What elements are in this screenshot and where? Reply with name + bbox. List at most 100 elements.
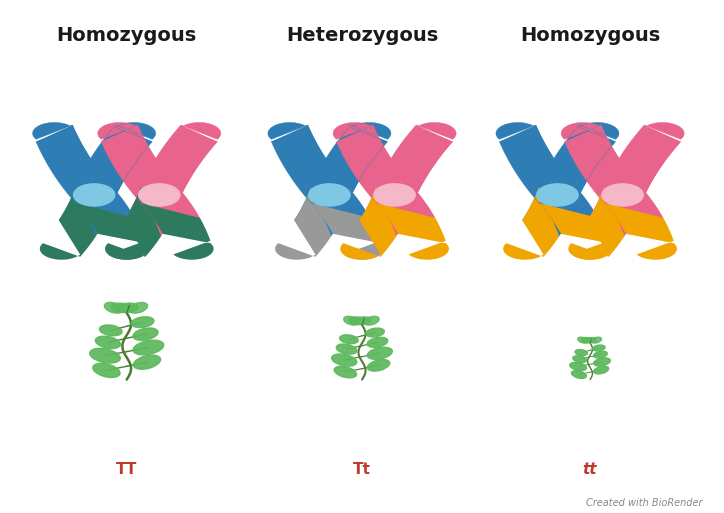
Ellipse shape (129, 303, 148, 313)
Polygon shape (75, 203, 148, 260)
Ellipse shape (344, 317, 359, 325)
Polygon shape (376, 203, 449, 260)
Text: Created with BioRender: Created with BioRender (586, 498, 702, 508)
Polygon shape (500, 125, 576, 203)
Ellipse shape (118, 303, 138, 312)
Polygon shape (311, 187, 370, 234)
Ellipse shape (536, 184, 578, 206)
Ellipse shape (367, 347, 392, 359)
Text: Heterozygous: Heterozygous (286, 26, 438, 46)
Polygon shape (272, 125, 348, 203)
Ellipse shape (592, 337, 602, 343)
Polygon shape (359, 187, 413, 236)
Ellipse shape (104, 303, 123, 313)
Text: Tt: Tt (353, 462, 371, 477)
Ellipse shape (111, 303, 131, 312)
Polygon shape (75, 187, 135, 234)
Text: Homozygous: Homozygous (520, 26, 660, 46)
Ellipse shape (340, 335, 358, 344)
Polygon shape (568, 187, 625, 260)
Ellipse shape (571, 371, 586, 379)
Polygon shape (105, 187, 161, 260)
Polygon shape (376, 187, 435, 234)
Ellipse shape (366, 328, 384, 337)
Ellipse shape (138, 184, 180, 206)
Polygon shape (587, 187, 641, 236)
Ellipse shape (367, 337, 388, 347)
Ellipse shape (368, 360, 390, 371)
Polygon shape (36, 125, 112, 203)
Ellipse shape (90, 348, 120, 363)
Text: tt: tt (583, 462, 597, 477)
Polygon shape (333, 123, 413, 187)
Polygon shape (503, 187, 560, 260)
Ellipse shape (131, 317, 154, 328)
Ellipse shape (594, 351, 607, 358)
Ellipse shape (133, 355, 161, 369)
Polygon shape (59, 187, 113, 236)
Polygon shape (112, 123, 156, 203)
Polygon shape (376, 125, 452, 203)
Polygon shape (565, 125, 641, 203)
Ellipse shape (133, 328, 158, 340)
Polygon shape (539, 187, 598, 234)
Polygon shape (311, 203, 384, 260)
Polygon shape (340, 187, 397, 260)
Polygon shape (177, 123, 221, 203)
Ellipse shape (96, 336, 120, 348)
Text: TT: TT (116, 462, 138, 477)
Polygon shape (413, 123, 456, 203)
Polygon shape (641, 123, 684, 203)
Ellipse shape (74, 184, 114, 206)
Polygon shape (101, 125, 177, 203)
Ellipse shape (133, 340, 164, 355)
Polygon shape (140, 187, 200, 234)
Polygon shape (604, 203, 677, 260)
Polygon shape (268, 123, 348, 187)
Ellipse shape (578, 337, 588, 343)
Ellipse shape (99, 325, 122, 336)
Polygon shape (604, 187, 663, 234)
Polygon shape (98, 123, 177, 187)
Polygon shape (539, 203, 612, 260)
Polygon shape (33, 123, 112, 187)
Polygon shape (348, 123, 391, 203)
Ellipse shape (332, 354, 357, 366)
Polygon shape (40, 187, 96, 260)
Polygon shape (605, 125, 681, 203)
Polygon shape (561, 123, 641, 187)
Polygon shape (522, 187, 576, 236)
Ellipse shape (355, 317, 371, 325)
Ellipse shape (93, 363, 120, 378)
Ellipse shape (364, 317, 379, 325)
Polygon shape (311, 125, 387, 203)
Text: Homozygous: Homozygous (56, 26, 197, 46)
Ellipse shape (581, 338, 592, 343)
Circle shape (332, 448, 392, 491)
Ellipse shape (594, 366, 609, 374)
Polygon shape (337, 125, 413, 203)
Ellipse shape (575, 349, 588, 356)
Polygon shape (539, 125, 615, 203)
Polygon shape (294, 187, 348, 236)
Ellipse shape (334, 366, 356, 378)
Polygon shape (141, 125, 217, 203)
Polygon shape (76, 125, 152, 203)
Polygon shape (275, 187, 332, 260)
Ellipse shape (592, 345, 605, 351)
Ellipse shape (308, 184, 350, 206)
Circle shape (96, 448, 157, 491)
Ellipse shape (594, 358, 610, 366)
Ellipse shape (570, 362, 586, 370)
Ellipse shape (585, 338, 597, 343)
Ellipse shape (349, 317, 366, 325)
Ellipse shape (336, 344, 357, 354)
Polygon shape (576, 123, 619, 203)
Polygon shape (496, 123, 576, 187)
Polygon shape (124, 187, 178, 236)
Ellipse shape (602, 184, 643, 206)
Polygon shape (140, 203, 214, 260)
Ellipse shape (573, 356, 586, 363)
Ellipse shape (374, 184, 416, 206)
Circle shape (560, 448, 620, 491)
